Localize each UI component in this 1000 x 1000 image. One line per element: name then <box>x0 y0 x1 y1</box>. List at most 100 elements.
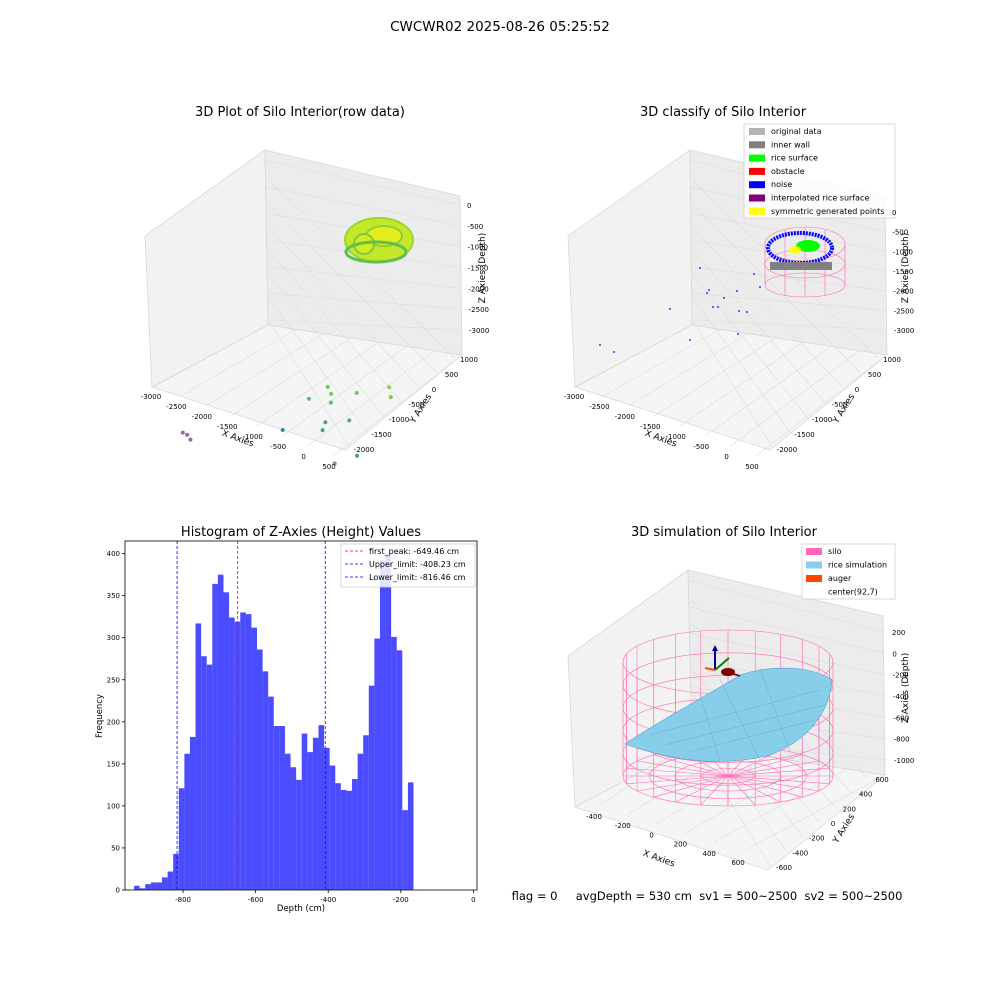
z-tick-label: -2000 <box>893 288 913 296</box>
grid-line-x <box>654 337 776 417</box>
x-tick-label: -1000 <box>243 433 263 441</box>
noise-point <box>708 289 710 291</box>
y-tick-label: -1500 <box>794 431 814 439</box>
x-tick-label: -200 <box>393 896 409 904</box>
histogram-bar <box>402 810 408 890</box>
noise-point <box>689 339 691 341</box>
y-tick-label: 500 <box>445 371 458 379</box>
histogram-bar <box>139 888 146 890</box>
noise-point <box>599 344 601 346</box>
x-tick-label: -1500 <box>217 423 237 431</box>
data-point <box>387 385 392 390</box>
histogram-bar <box>279 726 285 890</box>
x-tick-label: -1500 <box>640 423 660 431</box>
panel-title: 3D classify of Silo Interior <box>640 105 807 120</box>
grid-line-z <box>267 319 463 331</box>
x-tick-label: 0 <box>649 831 653 839</box>
histogram-bar <box>290 767 297 890</box>
reference-lines <box>176 541 326 890</box>
y-tick-label: 50 <box>111 844 120 852</box>
grid-line-x <box>730 350 860 447</box>
histogram-bar <box>195 623 202 890</box>
histogram-bars <box>134 554 414 890</box>
data-point <box>323 420 328 425</box>
grid-line-x <box>281 346 407 437</box>
z-tick-label: -1000 <box>468 244 488 252</box>
z-tick-label: -2500 <box>894 307 914 315</box>
histogram-bar <box>335 783 341 890</box>
grid-line-y <box>267 179 456 359</box>
y-tick-label: -200 <box>809 835 825 843</box>
z-tick-label: 0 <box>892 209 896 217</box>
histogram-bar <box>385 554 392 890</box>
grid-line-z <box>689 633 886 675</box>
data-point <box>347 418 352 423</box>
x-ticks: -800 -600 -400 -200 0 <box>175 890 476 904</box>
histogram-bar <box>273 726 280 890</box>
histogram-bar <box>217 574 224 890</box>
z-tick-label: 200 <box>892 629 905 637</box>
y-axis-label: Y Axies <box>831 812 857 846</box>
z-tick-label: -2500 <box>469 306 489 314</box>
noise-point <box>613 351 615 353</box>
silo-floor-ring <box>701 768 755 784</box>
noise-point <box>717 306 719 308</box>
histogram-bar <box>167 871 174 890</box>
y-tick-label: 500 <box>868 371 881 379</box>
panel-classify: 3D classify of Silo Interior original da… <box>564 105 915 471</box>
y-tick-label: 0 <box>432 386 436 394</box>
legend-label: auger <box>828 574 852 583</box>
legend-label: interpolated rice surface <box>771 194 869 203</box>
grid-line-x <box>704 346 832 437</box>
z-tick-label: -200 <box>893 672 909 680</box>
histogram-bar <box>178 788 185 890</box>
y-tick-label: -500 <box>832 401 848 409</box>
grid-line-y <box>691 226 844 389</box>
histogram-bar <box>134 885 140 890</box>
legend-swatch <box>749 194 765 202</box>
y-tick-label: -1500 <box>371 431 391 439</box>
z-tick-label: -3000 <box>894 327 914 335</box>
y-tick-label: 300 <box>107 634 120 642</box>
x-tick-label: 600 <box>731 859 744 867</box>
grid-line-z <box>267 293 462 310</box>
tick-labels: -400-20002004006006004002000-200-400-600… <box>586 629 914 872</box>
grid-line-y <box>267 203 438 374</box>
noise-points <box>599 267 761 353</box>
histogram-bar <box>268 696 274 890</box>
noise-point <box>706 292 708 294</box>
data-point <box>329 391 334 396</box>
legend: first_peak: -649.46 cm Upper_limit: -408.… <box>345 547 466 582</box>
x-tick-label: -2500 <box>166 403 186 411</box>
y-tick-label: -400 <box>792 849 808 857</box>
x-tick-label: 0 <box>301 453 305 461</box>
x-tick-label: 500 <box>322 463 335 471</box>
legend-label: inner wall <box>771 140 810 149</box>
x-tick-label: -600 <box>248 896 264 904</box>
data-point <box>320 428 325 433</box>
x-tick-label: -500 <box>270 443 286 451</box>
z-tick-label: -2000 <box>468 285 488 293</box>
noise-point <box>759 286 761 288</box>
grid-line-x <box>231 337 352 417</box>
grid-line-x <box>741 774 886 853</box>
legend-label: center(92,7) <box>828 588 878 597</box>
grid-line-z <box>688 606 886 654</box>
legend-label: rice simulation <box>828 561 887 570</box>
histogram-bar <box>352 778 358 890</box>
data-point <box>355 453 360 458</box>
z-tick-label: -1500 <box>468 265 488 273</box>
histogram-bar <box>156 882 163 890</box>
histogram-bar <box>245 614 252 890</box>
grid-line-y <box>267 226 421 389</box>
x-tick-label: -400 <box>320 896 336 904</box>
z-tick-label: -1000 <box>893 248 913 256</box>
noise-point <box>723 297 725 299</box>
legend-label: silo <box>828 547 842 556</box>
x-tick-label: -400 <box>586 813 602 821</box>
histogram-bar <box>396 650 403 890</box>
rice-surface <box>624 667 833 763</box>
histogram-bar <box>407 782 414 890</box>
y-tick-label: 200 <box>843 805 856 813</box>
noise-point <box>753 273 755 275</box>
